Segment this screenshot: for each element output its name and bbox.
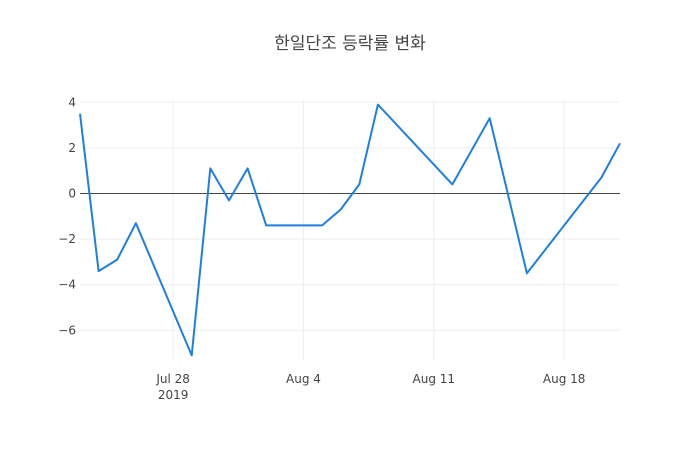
y-tick-label: 2	[68, 141, 76, 155]
x-tick-label: Aug 18	[543, 372, 586, 386]
x-tick-label: Jul 28	[155, 372, 190, 386]
x-tick-label: Aug 11	[413, 372, 456, 386]
y-tick-label: 0	[68, 187, 76, 201]
y-tick-label: 4	[68, 95, 76, 109]
x-tick-label: Aug 4	[286, 372, 321, 386]
x-gridlines	[172, 100, 565, 360]
series-line	[79, 103, 621, 357]
x-tick-year-label: 2019	[158, 388, 189, 402]
y-tick-label: −4	[58, 278, 76, 292]
y-tick-label: −2	[58, 232, 76, 246]
y-gridlines	[80, 101, 620, 331]
chart-title: 한일단조 등락률 변화	[274, 34, 426, 54]
y-axis-ticks: 4 2 0 −2 −4 −6	[58, 95, 76, 337]
x-axis-ticks: Jul 28 2019 Aug 4 Aug 11 Aug 18	[155, 372, 585, 402]
y-tick-label: −6	[58, 323, 76, 337]
